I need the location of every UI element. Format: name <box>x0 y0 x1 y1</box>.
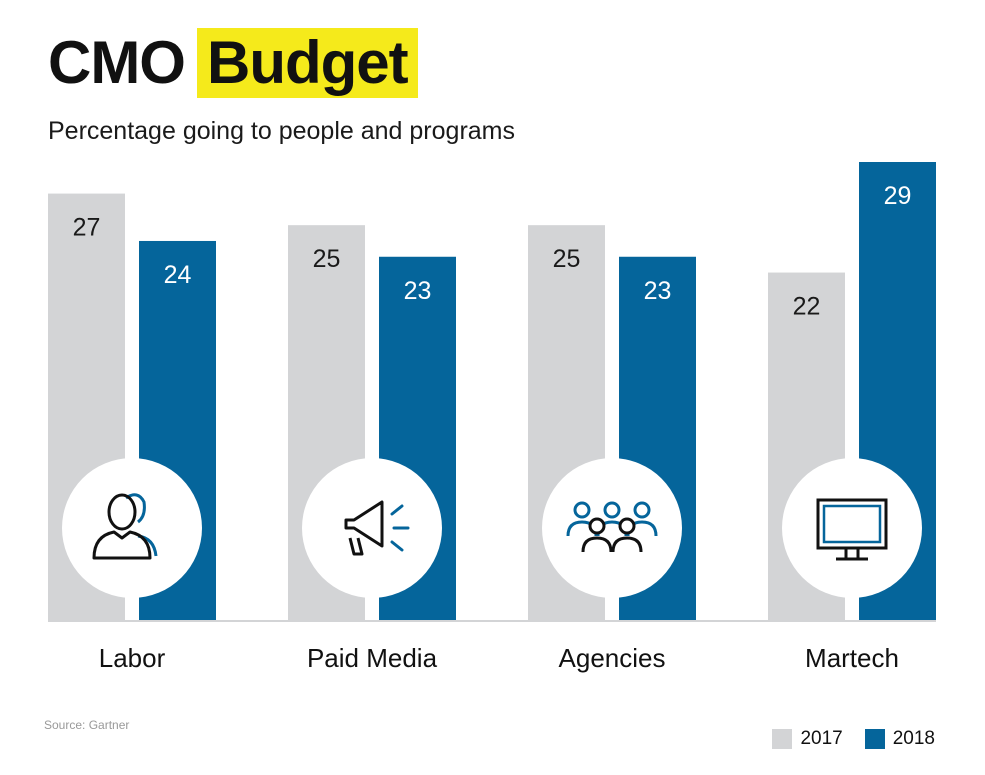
icon-circle-martech <box>782 458 922 598</box>
legend-swatch-2018 <box>864 729 885 749</box>
chart-title: CMO Budget <box>48 28 418 98</box>
group-icon-front-head <box>618 517 636 535</box>
value-label-labor-2017: 27 <box>73 214 101 242</box>
chart-subtitle: Percentage going to people and programs <box>48 117 515 145</box>
group-icon-back-head <box>633 501 651 519</box>
category-label-labor: Labor <box>99 643 166 673</box>
icon-circle-paid-media <box>302 458 442 598</box>
group-icon-back-head <box>573 501 591 519</box>
megaphone-icon-sound <box>390 504 410 552</box>
group-icon-front-body <box>581 536 613 553</box>
group-icon <box>566 501 658 553</box>
monitor-icon-screen <box>822 504 882 544</box>
title-cmo: CMO <box>48 29 186 96</box>
value-label-labor-2018: 24 <box>164 261 192 289</box>
megaphone-icon-horn <box>344 500 384 548</box>
legend: 2017 2018 <box>750 728 935 750</box>
monitor-icon-frame <box>816 498 888 550</box>
legend-item-2018: 2018 <box>864 728 935 750</box>
bar-chart: 27 24 Labor 25 23 Paid Media 25 23 Agencies 22 29 M… <box>48 162 936 673</box>
value-label-agencies-2017: 25 <box>553 245 581 273</box>
legend-label-2017: 2017 <box>800 728 843 749</box>
value-label-martech-2018: 29 <box>884 182 912 210</box>
value-label-martech-2017: 22 <box>793 293 821 321</box>
people-icon-head <box>107 493 137 531</box>
legend-label-2018: 2018 <box>892 728 935 749</box>
category-label-agencies: Agencies <box>559 643 666 673</box>
people-icon <box>92 493 158 560</box>
legend-item-2017: 2017 <box>772 728 843 750</box>
people-icon-body <box>92 530 152 560</box>
megaphone-icon <box>344 500 410 556</box>
monitor-icon <box>816 498 888 561</box>
icon-circle-agencies <box>542 458 682 598</box>
legend-swatch-2017 <box>772 729 793 749</box>
group-icon-back-head <box>603 501 621 519</box>
category-label-martech: Martech <box>805 643 899 673</box>
value-label-paid-media-2017: 25 <box>313 245 341 273</box>
megaphone-icon-handle <box>348 537 364 556</box>
source-note: Source: Gartner <box>44 718 130 732</box>
group-icon-front-head <box>588 517 606 535</box>
icon-circle-labor <box>62 458 202 598</box>
value-label-paid-media-2018: 23 <box>404 277 432 305</box>
monitor-icon-stand <box>836 548 868 561</box>
category-label-paid-media: Paid Media <box>307 643 438 673</box>
group-icon-front-body <box>611 536 643 553</box>
value-label-agencies-2018: 23 <box>644 277 672 305</box>
title-budget-highlight: Budget <box>196 28 418 98</box>
